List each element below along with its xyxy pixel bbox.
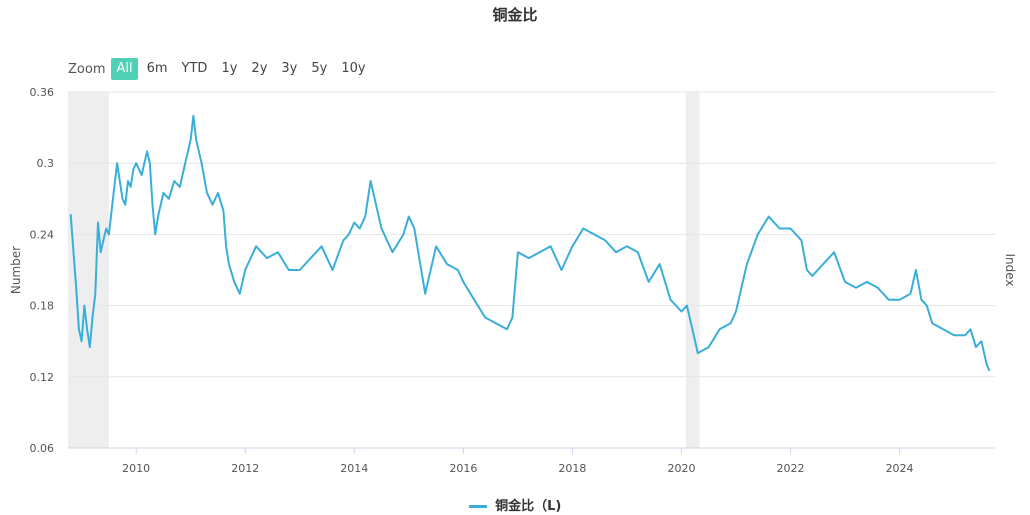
zoom-toolbar: Zoom All 6m YTD 1y 2y 3y 5y 10y: [68, 58, 375, 80]
zoom-button-5y[interactable]: 5y: [311, 61, 328, 76]
line-chart: 0.06 0.12 0.18 0.24 0.3 0.36 2010 2012 2014 2016…: [9, 86, 1017, 475]
zoom-button-3y[interactable]: 3y: [281, 61, 298, 76]
zoom-button-10y[interactable]: 10y: [341, 61, 366, 76]
recession-shading: [68, 92, 700, 448]
y-tick-label: 0.06: [30, 442, 55, 455]
y-axis-label: Number: [9, 246, 23, 294]
x-tick-label: 2012: [231, 462, 259, 475]
series-line: [69, 114, 991, 372]
zoom-label: Zoom: [68, 61, 106, 77]
x-tick-label: 2018: [558, 462, 586, 475]
zoom-button-ytd[interactable]: YTD: [181, 61, 208, 76]
y-tick-label: 0.24: [30, 228, 55, 241]
legend-label: 铜金比（L): [495, 499, 562, 514]
grid-lines: [68, 91, 995, 449]
x-axis-ticks: 2010 2012 2014 2016 2018 2020 2022 2024: [122, 448, 914, 475]
x-tick-label: 2016: [449, 462, 477, 475]
y-tick-label: 0.18: [30, 300, 55, 313]
zoom-button-6m[interactable]: 6m: [146, 61, 168, 76]
zoom-button-all[interactable]: All: [111, 58, 138, 80]
legend-swatch: [468, 505, 487, 508]
y-axis-ticks: 0.06 0.12 0.18 0.24 0.3 0.36: [30, 86, 55, 455]
x-tick-label: 2024: [886, 462, 914, 475]
chart-title: 铜金比: [492, 6, 538, 24]
zoom-button-2y[interactable]: 2y: [251, 61, 268, 76]
series-group: [69, 114, 991, 372]
y2-axis-label: Index: [1003, 253, 1017, 286]
y-tick-label: 0.3: [37, 157, 55, 170]
x-tick-label: 2014: [340, 462, 368, 475]
x-tick-label: 2010: [122, 462, 150, 475]
x-tick-label: 2020: [667, 462, 695, 475]
shaded-band: [685, 92, 700, 448]
x-tick-label: 2022: [777, 462, 805, 475]
zoom-button-1y[interactable]: 1y: [221, 61, 238, 76]
legend[interactable]: 铜金比（L): [0, 495, 1030, 514]
y-tick-label: 0.36: [30, 86, 55, 99]
y-tick-label: 0.12: [30, 371, 55, 384]
